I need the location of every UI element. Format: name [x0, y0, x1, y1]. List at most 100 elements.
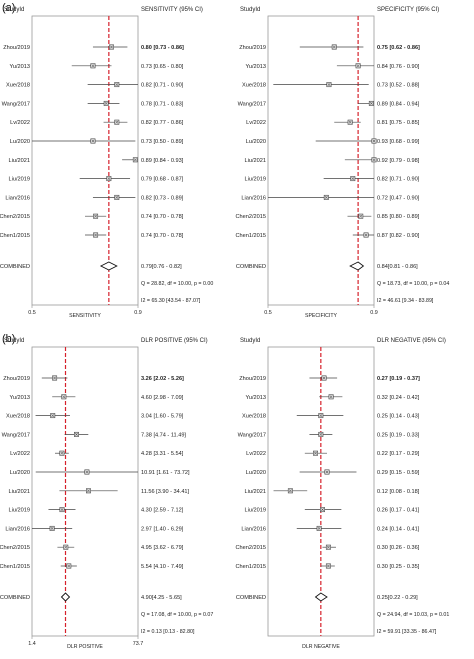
study-estimate-label: 0.74 [0.70 - 0.78]: [141, 214, 184, 220]
marker-cross: [60, 508, 64, 512]
x-tick-label: 1.4: [28, 641, 36, 647]
study-estimate-label: 0.75 [0.62 - 0.86]: [377, 45, 420, 51]
marker-cross: [115, 83, 119, 87]
combined-label: COMBINED: [0, 595, 30, 601]
x-tick-label: 0.9: [370, 310, 378, 316]
study-estimate-label: 4.60 [2.98 - 7.09]: [141, 395, 184, 401]
study-estimate-label: 0.84 [0.76 - 0.90]: [377, 64, 420, 70]
study-estimate-label: 0.24 [0.14 - 0.41]: [377, 526, 420, 532]
study-name: Xue/2018: [6, 83, 30, 89]
forest-svg-dlr_negative: StudyId DLR NEGATIVE (95% CI) Zhou/2019 0.2…: [236, 338, 450, 650]
estimate-column-header: SPECIFICITY (95% CI): [377, 7, 439, 13]
marker-cross: [364, 233, 368, 237]
forest-svg-dlr_positive: StudyId DLR POSITIVE (95% CI) Zhou/2019 3.2…: [0, 338, 213, 650]
marker-cross: [324, 195, 328, 199]
heterogeneity-i2-stat: I2 = 59.91 [33.35 - 86.47]: [377, 629, 437, 635]
combined-estimate-label: 0.25[0.22 - 0.29]: [377, 595, 418, 601]
study-name: Chen2/2015: [236, 545, 266, 551]
study-estimate-label: 0.82 [0.73 - 0.89]: [141, 195, 184, 201]
study-name: Wang/2017: [2, 432, 30, 438]
study-name: Lian/2016: [241, 526, 266, 532]
x-tick-label: 0.9: [134, 310, 142, 316]
plot-frame: [31, 346, 139, 637]
heterogeneity-i2-stat: I2 = 46.61 [9.34 - 83.89]: [377, 298, 434, 304]
study-estimate-label: 0.74 [0.70 - 0.78]: [141, 233, 184, 239]
study-estimate-label: 0.82 [0.71 - 0.90]: [141, 83, 184, 89]
marker-cross: [322, 376, 326, 380]
combined-estimate-label: 4.90[4.25 - 5.65]: [141, 595, 182, 601]
specificity-forest-plot: StudyId SPECIFICITY (95% CI) Zhou/2019 0.75…: [236, 0, 471, 320]
study-name: Chen2/2015: [236, 214, 266, 220]
plot-frame: [31, 15, 139, 306]
combined-diamond: [349, 261, 365, 271]
x-axis-label: DLR POSITIVE: [67, 644, 103, 650]
marker-cross: [327, 83, 331, 87]
study-estimate-label: 0.29 [0.15 - 0.59]: [377, 470, 420, 476]
study-name: Lv/2022: [246, 451, 266, 457]
study-estimate-label: 2.97 [1.40 - 6.29]: [141, 526, 184, 532]
study-name: Chen2/2015: [0, 545, 30, 551]
marker-cross: [369, 101, 373, 105]
study-estimate-label: 0.82 [0.77 - 0.86]: [141, 120, 184, 126]
study-name: Lv/2022: [10, 120, 30, 126]
study-estimate-label: 0.73 [0.50 - 0.89]: [141, 139, 184, 145]
marker-cross: [314, 451, 318, 455]
marker-cross: [319, 432, 323, 436]
study-name: Xue/2018: [242, 83, 266, 89]
study-estimate-label: 4.95 [3.62 - 6.79]: [141, 545, 184, 551]
marker-cross: [372, 139, 376, 143]
study-estimate-label: 0.78 [0.71 - 0.83]: [141, 101, 184, 107]
study-name: Chen2/2015: [0, 214, 30, 220]
study-estimate-label: 4.28 [3.31 - 5.54]: [141, 451, 184, 457]
forest-svg-specificity: StudyId SPECIFICITY (95% CI) Zhou/2019 0.75…: [236, 7, 450, 319]
x-tick-label: 0.5: [28, 310, 36, 316]
study-estimate-label: 4.30 [2.59 - 7.12]: [141, 508, 184, 514]
study-estimate-label: 0.79 [0.68 - 0.87]: [141, 177, 184, 183]
study-name: Yu/2013: [245, 64, 266, 70]
study-estimate-label: 0.32 [0.24 - 0.42]: [377, 395, 420, 401]
marker-cross: [319, 414, 323, 418]
x-axis-label: SENSITIVITY: [69, 313, 101, 319]
study-column-header: StudyId: [4, 7, 24, 13]
study-name: Yu/2013: [9, 64, 30, 70]
study-estimate-label: 0.73 [0.65 - 0.80]: [141, 64, 184, 70]
study-name: Wang/2017: [238, 101, 266, 107]
marker-cross: [67, 564, 71, 568]
combined-label: COMBINED: [236, 595, 266, 601]
marker-cross: [91, 139, 95, 143]
study-name: Zhou/2019: [239, 45, 266, 51]
heterogeneity-q-stat: Q = 17.08, df = 10.00, p = 0.07: [141, 612, 213, 618]
panel-b-label: (b): [2, 333, 16, 345]
forest-svg-sensitivity: StudyId SENSITIVITY (95% CI) Zhou/2019 0.80…: [0, 7, 213, 319]
estimate-column-header: DLR NEGATIVE (95% CI): [377, 338, 446, 344]
marker-cross: [325, 470, 329, 474]
study-name: Xue/2018: [242, 414, 266, 420]
marker-cross: [104, 101, 108, 105]
dlr-positive-forest-plot: StudyId DLR POSITIVE (95% CI) Zhou/2019 3.2…: [0, 331, 235, 651]
marker-cross: [86, 489, 90, 493]
marker-cross: [50, 526, 54, 530]
marker-cross: [348, 120, 352, 124]
panel-a-label: (a): [2, 2, 16, 14]
study-estimate-label: 0.22 [0.17 - 0.29]: [377, 451, 420, 457]
study-estimate-label: 5.54 [4.10 - 7.49]: [141, 564, 184, 570]
heterogeneity-i2-stat: I2 = 65.30 [43.54 - 87.07]: [141, 298, 201, 304]
study-name: Liu/2019: [9, 508, 30, 514]
study-name: Chen1/2015: [0, 564, 30, 570]
study-name: Lian/2016: [241, 195, 266, 201]
study-name: Lian/2016: [5, 195, 30, 201]
study-name: Liu/2021: [9, 489, 30, 495]
study-name: Zhou/2019: [3, 45, 30, 51]
marker-cross: [53, 376, 57, 380]
marker-cross: [64, 545, 68, 549]
study-name: Yu/2013: [245, 395, 266, 401]
marker-cross: [359, 214, 363, 218]
combined-label: COMBINED: [236, 264, 266, 270]
study-name: Liu/2021: [245, 489, 266, 495]
study-estimate-label: 0.27 [0.19 - 0.37]: [377, 376, 420, 382]
study-name: Lu/2020: [10, 470, 30, 476]
marker-cross: [85, 470, 89, 474]
marker-cross: [51, 414, 55, 418]
marker-cross: [288, 489, 292, 493]
combined-diamond: [60, 592, 71, 602]
